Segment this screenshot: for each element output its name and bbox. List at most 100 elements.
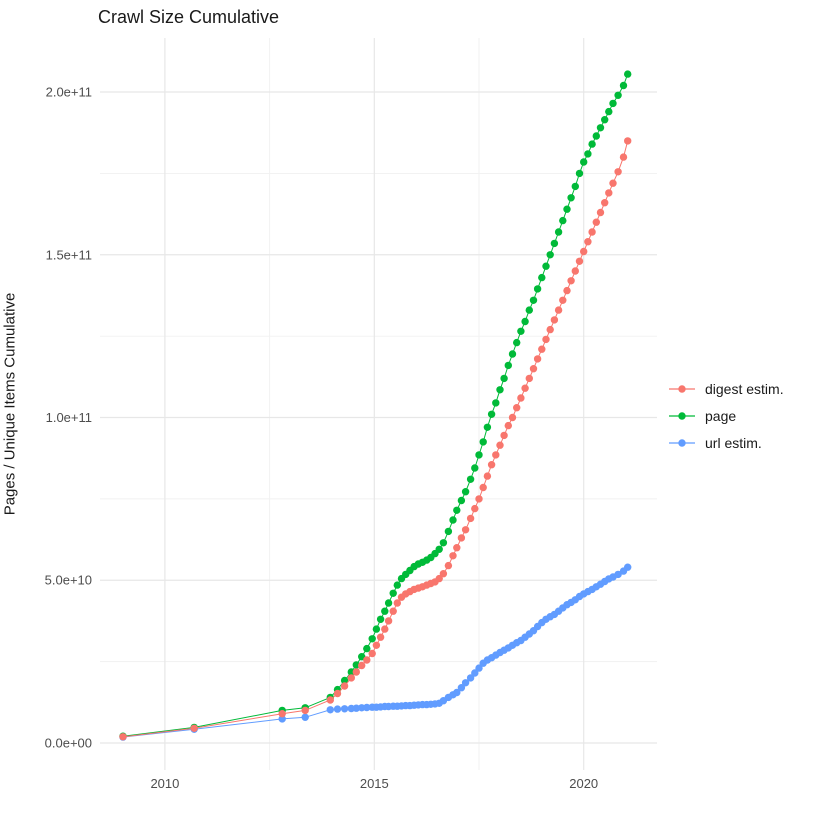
data-point-digest-estim (389, 607, 397, 615)
y-tick-label: 1.0e+11 (46, 410, 92, 425)
data-point-digest-estim (517, 394, 525, 402)
chart-title: Crawl Size Cumulative (98, 7, 280, 27)
data-point-page (376, 615, 385, 623)
legend-item-page: page (668, 408, 784, 424)
data-point-digest-estim (471, 504, 479, 513)
data-point-page (571, 182, 579, 191)
data-point-page (389, 589, 397, 597)
data-point-page (538, 273, 546, 282)
data-point-digest-estim (580, 247, 588, 256)
data-point-page (517, 327, 525, 335)
data-point-page (372, 625, 381, 633)
data-point-page (381, 607, 389, 615)
data-point-digest-estim (393, 599, 401, 607)
data-point-digest-estim (521, 384, 529, 392)
data-point-page (588, 140, 596, 148)
data-point-digest-estim (529, 365, 538, 373)
data-point-page (619, 81, 628, 90)
data-point-url-estim (471, 669, 479, 677)
x-tick-label: 2020 (569, 776, 598, 791)
data-point-url-estim (461, 679, 470, 687)
data-point-digest-estim (619, 153, 628, 161)
data-point-page (496, 386, 504, 394)
data-point-url-estim (624, 563, 632, 571)
data-point-digest-estim (609, 179, 617, 187)
data-point-digest-estim (575, 257, 584, 265)
data-point-page (550, 239, 559, 248)
data-point-page (457, 496, 466, 505)
data-point-page (444, 527, 453, 536)
data-point-page (605, 107, 613, 116)
data-point-digest-estim (444, 561, 453, 570)
data-point-page (601, 116, 609, 124)
data-point-page (492, 399, 500, 407)
legend: digest estim. page url estim. (668, 381, 784, 462)
data-point-page (542, 262, 550, 270)
legend-label: page (705, 408, 737, 424)
y-tick-label: 2.0e+11 (46, 85, 92, 100)
data-point-digest-estim (340, 682, 349, 690)
legend-key-icon (669, 385, 695, 393)
data-point-url-estim (466, 674, 475, 682)
data-point-page (533, 285, 542, 293)
data-point-digest-estim (301, 706, 309, 715)
data-point-digest-estim (571, 267, 579, 275)
data-point-digest-estim (563, 286, 571, 295)
data-point-digest-estim (584, 238, 592, 246)
data-point-digest-estim (479, 483, 487, 492)
data-point-digest-estim (326, 696, 334, 704)
data-point-page (340, 676, 349, 685)
data-point-page (529, 296, 538, 304)
data-point-page (567, 194, 575, 202)
data-point-page (580, 158, 588, 166)
data-point-page (453, 506, 461, 514)
data-point-digest-estim (542, 335, 550, 344)
data-point-digest-estim (624, 137, 632, 145)
data-point-page (504, 361, 512, 370)
data-point-digest-estim (352, 668, 360, 676)
y-tick-label: 1.5e+11 (46, 247, 92, 262)
data-point-page (614, 91, 622, 100)
y-tick-label: 0.0e+00 (45, 735, 92, 750)
data-point-page (487, 410, 496, 418)
data-point-digest-estim (567, 277, 575, 285)
y-axis-title: Pages / Unique Items Cumulative (1, 292, 19, 516)
data-point-digest-estim (500, 431, 508, 440)
data-point-digest-estim (504, 421, 512, 430)
data-point-digest-estim (119, 733, 127, 741)
data-point-url-estim (278, 715, 286, 723)
data-point-digest-estim (546, 325, 554, 334)
data-point-digest-estim (453, 544, 461, 552)
data-point-page (461, 488, 470, 496)
data-point-url-estim (352, 704, 360, 712)
data-point-page (500, 374, 508, 383)
data-point-page (592, 132, 600, 140)
data-point-digest-estim (368, 649, 376, 658)
data-point-page (554, 228, 563, 236)
data-point-digest-estim (605, 189, 613, 197)
data-point-digest-estim (333, 689, 342, 698)
data-point-url-estim (453, 688, 461, 697)
data-point-digest-estim (496, 441, 504, 449)
data-point-digest-estim (461, 526, 470, 534)
data-point-page (471, 464, 479, 472)
data-point-digest-estim (457, 534, 466, 542)
data-point-page (352, 661, 360, 669)
data-point-digest-estim (492, 451, 500, 459)
legend-label: digest estim. (705, 381, 784, 397)
data-point-digest-estim (596, 208, 605, 217)
data-point-digest-estim (614, 168, 622, 176)
data-point-url-estim (363, 703, 371, 712)
data-point-page (439, 539, 448, 547)
data-point-digest-estim (376, 633, 385, 641)
data-point-page (609, 99, 617, 108)
data-point-page (584, 150, 592, 158)
data-point-digest-estim (347, 674, 355, 682)
data-point-digest-estim (363, 656, 371, 664)
data-point-page (393, 581, 401, 589)
data-point-digest-estim (278, 710, 286, 718)
data-point-digest-estim (550, 316, 559, 324)
data-point-page (475, 451, 483, 459)
data-point-page (546, 251, 554, 259)
